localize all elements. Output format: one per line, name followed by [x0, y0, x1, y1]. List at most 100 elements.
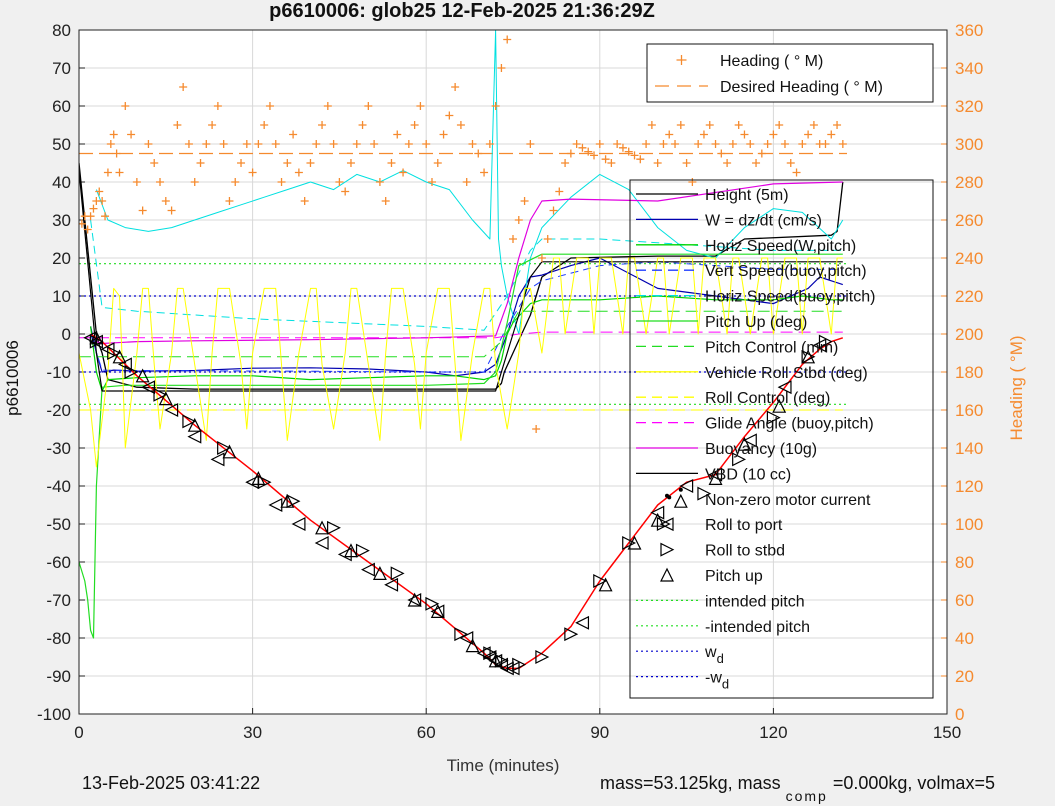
- series-line: [79, 257, 843, 468]
- heading-point: [590, 151, 599, 160]
- heading-point: [83, 225, 92, 234]
- legend-label: Pitch Control (mm): [705, 339, 838, 356]
- roll-stbd-marker: [124, 365, 139, 379]
- roll-stbd-marker: [801, 349, 816, 364]
- heading-point: [526, 140, 535, 148]
- heading-point: [717, 149, 726, 158]
- heading-point: [630, 151, 639, 160]
- heading-point: [433, 159, 442, 167]
- legend-label: Height (5m): [705, 187, 789, 204]
- pitch-up-marker: [407, 592, 422, 607]
- y-tick-label: 80: [52, 21, 71, 40]
- heading-point: [671, 140, 680, 148]
- heading-point: [103, 168, 112, 177]
- heading-point: [798, 140, 807, 148]
- heading-point: [150, 159, 159, 167]
- heading-point: [653, 159, 662, 167]
- plot-frame: [78, 29, 948, 715]
- heading-point: [341, 187, 350, 196]
- heading-point: [509, 235, 517, 243]
- heading-point: [190, 178, 199, 186]
- x-tick-label: 30: [243, 723, 262, 742]
- heading-point: [381, 197, 390, 205]
- y-tick-label: 70: [52, 59, 71, 78]
- roll-stbd-marker: [182, 414, 197, 429]
- heading-point: [624, 147, 633, 156]
- heading-point: [364, 102, 373, 110]
- pitch-up-marker: [251, 471, 266, 485]
- roll-port-marker: [777, 380, 792, 395]
- heading-point: [445, 111, 454, 120]
- legend-label: Buoyancy (10g): [705, 441, 817, 458]
- heading-point: [387, 159, 396, 167]
- heading-point: [705, 121, 714, 129]
- heading-point: [156, 178, 165, 186]
- y2-tick-label: 340: [955, 59, 983, 78]
- heading-point: [728, 140, 737, 148]
- series-line: [90, 261, 843, 373]
- heading-point: [254, 140, 263, 148]
- y-tick-label: -80: [46, 629, 71, 648]
- x-tick-label: 0: [74, 723, 83, 742]
- roll-port-marker: [314, 536, 329, 550]
- heading-point: [584, 147, 593, 156]
- heading-point: [358, 121, 367, 129]
- heading-point: [595, 140, 604, 148]
- heading-point: [202, 140, 211, 148]
- heading-point: [532, 425, 541, 433]
- heading-point: [399, 168, 408, 177]
- roll-port-marker: [575, 615, 590, 630]
- heading-point: [89, 204, 98, 213]
- legend-swatch: [659, 517, 674, 532]
- heading-point: [474, 149, 483, 158]
- heading-point: [416, 102, 425, 110]
- footer-mass-a: mass=53.125kg, mass: [600, 773, 781, 793]
- heading-point: [237, 159, 246, 167]
- pitch-up-marker: [650, 512, 665, 527]
- heading-point: [491, 102, 500, 110]
- roll-stbd-marker: [454, 627, 469, 642]
- heading-point: [121, 102, 130, 110]
- roll-port-marker: [494, 657, 509, 672]
- roll-port-marker: [384, 577, 399, 592]
- legend-label: W = dz/dt (cm/s): [705, 212, 822, 229]
- legend-label: wd: [704, 644, 724, 666]
- heading-point: [694, 140, 703, 148]
- heading-point: [711, 140, 720, 148]
- heading-point: [277, 178, 286, 186]
- heading-point: [752, 159, 761, 167]
- roll-stbd-marker: [593, 574, 608, 588]
- roll-stbd-marker: [766, 410, 781, 425]
- pitch-up-marker: [598, 577, 613, 592]
- roll-stbd-marker: [286, 494, 301, 509]
- roll-port-marker: [164, 403, 179, 417]
- pitch-up-marker: [89, 330, 104, 345]
- heading-point: [318, 121, 327, 129]
- legend-heading-box: [646, 43, 934, 103]
- heading-point: [647, 121, 656, 129]
- y-tick-label: -50: [46, 515, 71, 534]
- y-tick-label: -40: [46, 477, 71, 496]
- heading-point: [642, 140, 651, 148]
- roll-port-marker: [268, 498, 283, 512]
- heading-point: [804, 130, 813, 139]
- pitch-up-marker: [430, 604, 445, 618]
- heading-point: [827, 130, 836, 139]
- heading-point: [422, 140, 431, 148]
- footer-mass-sub: comp: [785, 788, 828, 804]
- heading-point: [300, 197, 309, 205]
- x-tick-label: 150: [933, 723, 961, 742]
- heading-point: [173, 121, 182, 129]
- heading-point: [109, 130, 118, 139]
- roll-port-marker: [337, 547, 352, 562]
- heading-point: [514, 216, 523, 224]
- legend-label: Roll Control (deg): [705, 390, 830, 407]
- pitch-up-marker: [772, 398, 787, 413]
- legend-label: Glide Angle (buoy,pitch): [705, 416, 874, 433]
- roll-stbd-marker: [355, 543, 370, 558]
- heading-point: [578, 143, 587, 152]
- roll-stbd-marker: [390, 566, 405, 581]
- roll-port-marker: [650, 505, 665, 520]
